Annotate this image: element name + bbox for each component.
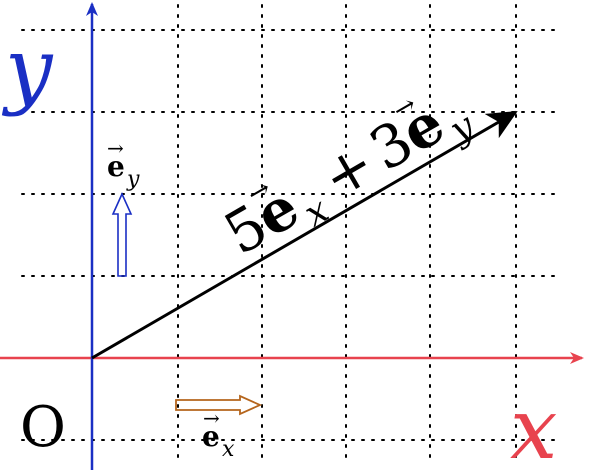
ey-label-subscript: y (126, 167, 140, 192)
grid (21, 4, 561, 466)
ex-label-base: e (202, 420, 220, 453)
ey-label-base: e (107, 150, 125, 183)
ex-label: → e x (202, 406, 235, 462)
origin-label: O (20, 395, 66, 460)
ex-unit-vector-arrow (175, 394, 263, 416)
main-vector-arrow (91, 110, 518, 360)
main-vector-label: 5 → e x + 3 → e y (213, 89, 482, 268)
ex-label-subscript: x (222, 437, 235, 462)
ex-arrow-mark: → (203, 406, 220, 430)
y-axis-label: y (1, 20, 54, 118)
ey-label: → e y (107, 136, 140, 192)
x-axis-label: x (510, 380, 557, 472)
ey-unit-vector-arrow (111, 192, 133, 277)
ey-arrow-mark: → (107, 136, 124, 160)
